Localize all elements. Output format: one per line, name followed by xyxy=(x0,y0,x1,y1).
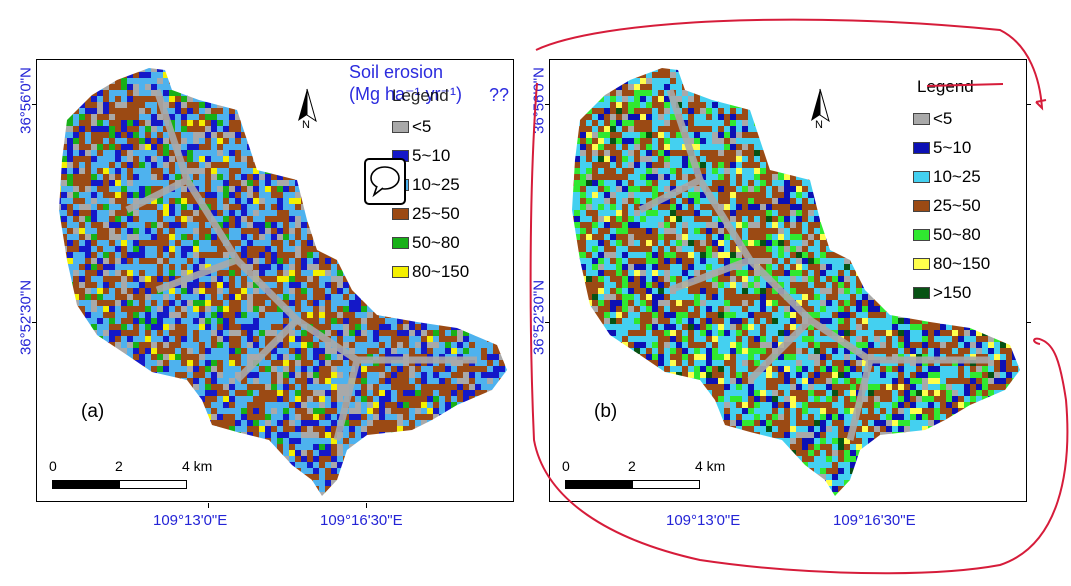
scale-tick-2-a: 2 xyxy=(115,458,123,474)
legend-item: 80~150 xyxy=(392,261,469,283)
legend-swatch xyxy=(913,200,930,212)
legend-item: 10~25 xyxy=(913,166,981,188)
erosion-raster xyxy=(572,68,1020,496)
legend-label: >150 xyxy=(933,283,972,302)
legend-item: 80~150 xyxy=(913,253,990,275)
legend-label: <5 xyxy=(933,109,953,128)
map-panel-a: N Soil erosion (Mg ha⁻¹ yr⁻¹) Legend ?? … xyxy=(32,59,514,508)
legend-label: 25~50 xyxy=(412,204,460,223)
legend-swatch xyxy=(913,287,930,299)
legend-label: 5~10 xyxy=(412,146,451,165)
legend-item: <5 xyxy=(392,116,431,138)
map-panel-b: N Legend <5 5~10 10~25 25~50 50~80 80~150 >150… xyxy=(545,59,1031,502)
legend-swatch xyxy=(392,266,409,278)
lon-label-b-2: 109°16'30"E xyxy=(833,512,916,529)
legend-swatch xyxy=(913,113,930,125)
legend-swatch xyxy=(392,208,409,220)
scale-tick-4-a: 4 km xyxy=(182,458,213,474)
north-label-b: N xyxy=(815,119,823,131)
scale-tick-2-b: 2 xyxy=(628,458,636,474)
legend-swatch xyxy=(913,171,930,183)
legend-label: 50~80 xyxy=(933,225,981,244)
legend-item: 25~50 xyxy=(913,195,981,217)
legend-title-b: Legend xyxy=(917,77,974,96)
legend-title-a: Legend xyxy=(392,86,449,105)
north-label-a: N xyxy=(302,119,310,131)
comment-button[interactable] xyxy=(364,158,406,205)
scale-tick-0-b: 0 xyxy=(562,458,570,474)
legend-label: 10~25 xyxy=(412,175,460,194)
legend-label: <5 xyxy=(412,117,432,136)
legend-label: 10~25 xyxy=(933,167,981,186)
watershed-map-b xyxy=(572,68,1020,496)
watershed-map-a xyxy=(59,68,507,496)
legend-item: 5~10 xyxy=(913,137,971,159)
north-arrow-b: N xyxy=(807,87,833,133)
soil-erosion-title: Soil erosion xyxy=(349,62,444,82)
legend-label: 50~80 xyxy=(412,233,460,252)
soil-erosion-units: (Mg ha⁻¹ yr⁻¹) xyxy=(349,84,463,104)
legend-swatch xyxy=(392,121,409,133)
speech-bubble-icon xyxy=(370,166,400,198)
legend-swatch xyxy=(913,258,930,270)
lat-label-b-2: 36°52'30"N xyxy=(530,279,548,356)
lat-label-a-1: 36°56'0"N xyxy=(17,67,35,134)
scale-bar-a xyxy=(52,480,187,489)
lon-label-a-1: 109°13'0"E xyxy=(153,512,228,529)
north-arrow-a: N xyxy=(294,87,320,133)
legend-item: >150 xyxy=(913,282,971,304)
lon-label-b-1: 109°13'0"E xyxy=(666,512,741,529)
legend-label: 80~150 xyxy=(412,262,470,281)
legend-item: 50~80 xyxy=(913,224,981,246)
legend-label: 80~150 xyxy=(933,254,991,273)
legend-label: 5~10 xyxy=(933,138,972,157)
panel-label-b: (b) xyxy=(594,401,618,422)
garbled-text-a: ?? xyxy=(489,85,510,105)
legend-item: 50~80 xyxy=(392,232,460,254)
lat-label-a-2: 36°52'30"N xyxy=(17,279,35,356)
legend-item: 25~50 xyxy=(392,203,460,225)
panel-label-a: (a) xyxy=(81,401,105,422)
legend-label: 25~50 xyxy=(933,196,981,215)
legend-swatch xyxy=(913,142,930,154)
scale-tick-4-b: 4 km xyxy=(695,458,726,474)
lon-label-a-2: 109°16'30"E xyxy=(320,512,403,529)
legend-swatch xyxy=(913,229,930,241)
lat-label-b-1: 36°56'0"N xyxy=(530,67,548,134)
legend-item: <5 xyxy=(913,108,952,130)
scale-tick-0-a: 0 xyxy=(49,458,57,474)
scale-bar-b xyxy=(565,480,700,489)
legend-swatch xyxy=(392,237,409,249)
